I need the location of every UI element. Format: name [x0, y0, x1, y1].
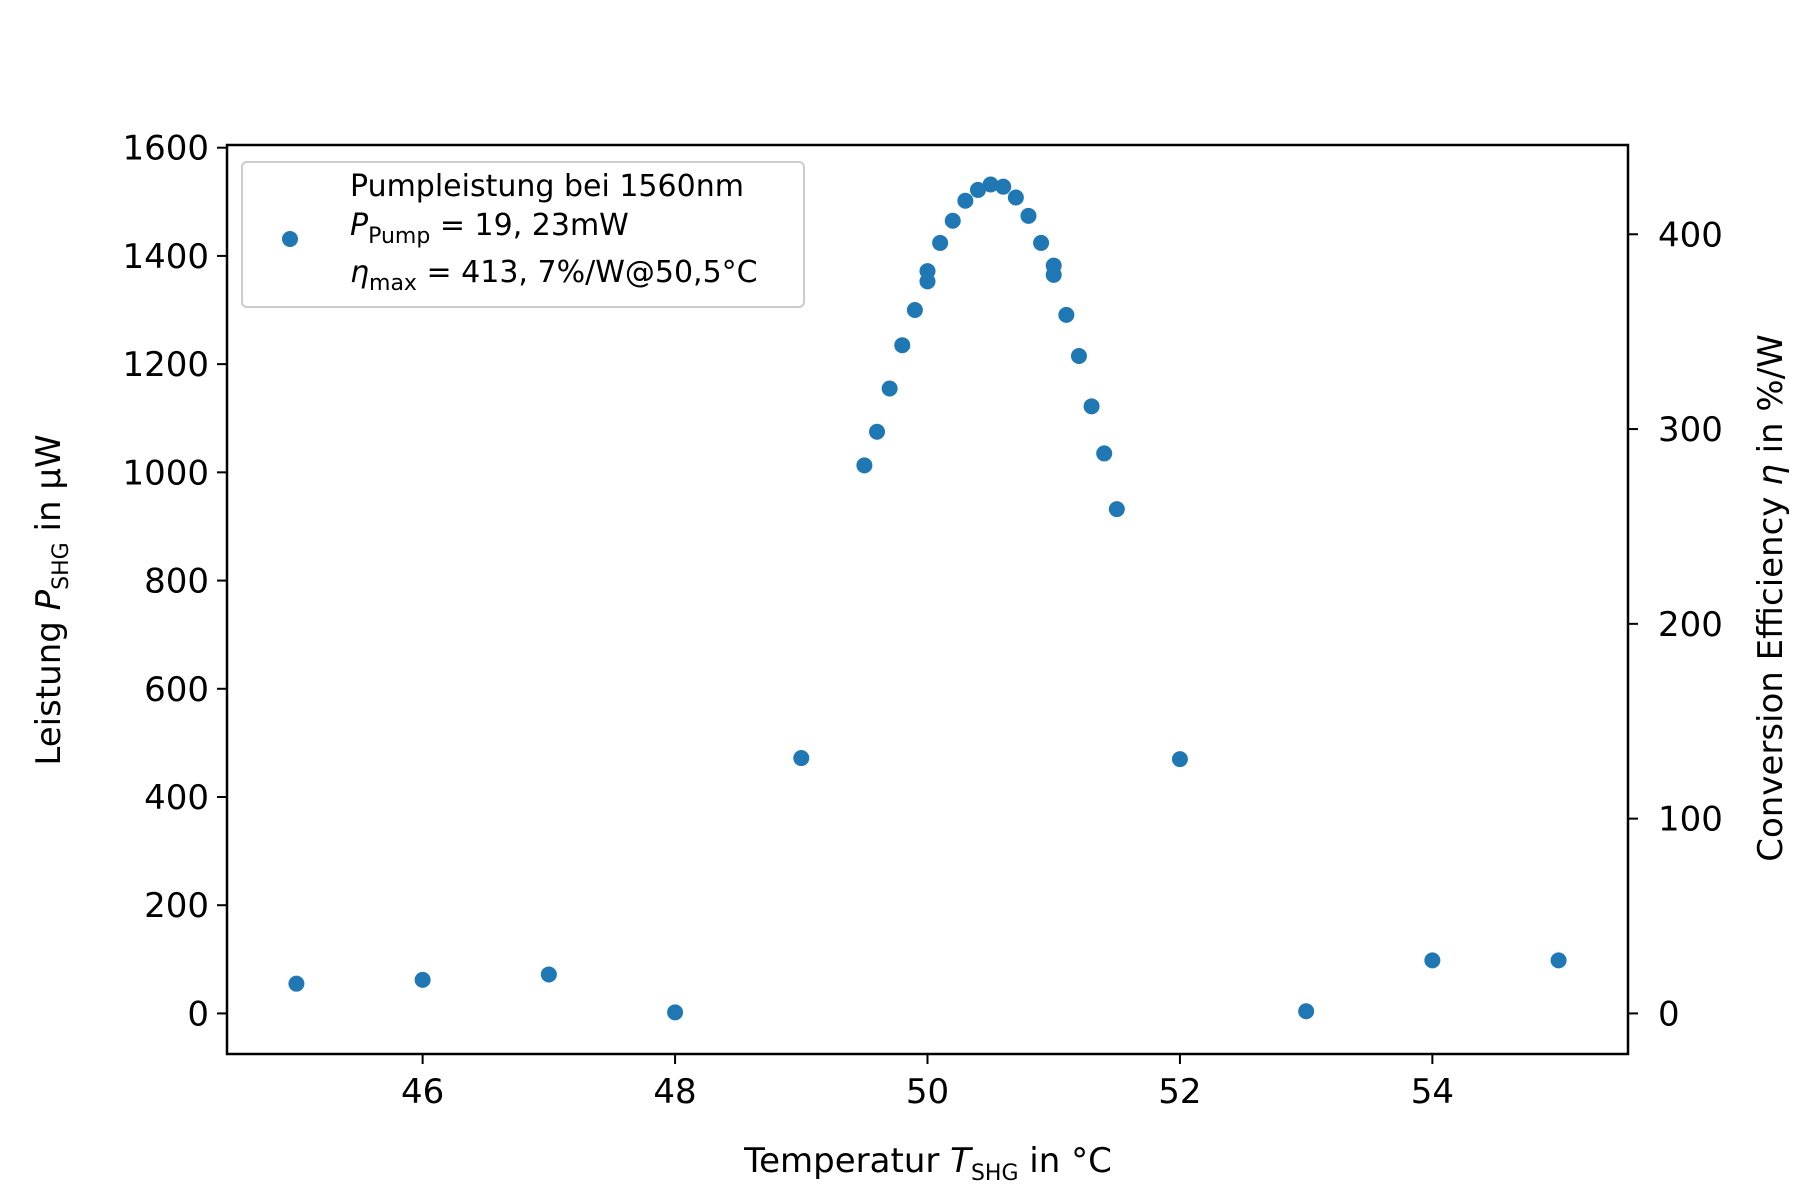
data-point [1070, 348, 1087, 365]
data-point [906, 302, 923, 319]
data-point [995, 178, 1012, 195]
data-point [1550, 952, 1567, 969]
y2-tick-label: 0 [1658, 994, 1680, 1034]
y-axis-label-left: Leistung PSHG in µW [29, 434, 74, 765]
x-tick-label: 46 [401, 1072, 444, 1112]
y-axis-right: 0 100 200 300 400 [1628, 215, 1723, 1034]
y2-tick-label: 300 [1658, 410, 1723, 450]
x-tick-label: 50 [906, 1072, 949, 1112]
data-point [1045, 266, 1062, 283]
y2-tick-label: 400 [1658, 215, 1723, 255]
data-point [1033, 234, 1050, 251]
data-point [288, 975, 305, 992]
y2-tick-label: 100 [1658, 800, 1723, 840]
legend: Pumpleistung bei 1560nm PPump = 19, 23mW… [241, 161, 805, 308]
legend-marker [282, 231, 298, 247]
data-point [1298, 1003, 1315, 1020]
data-points [288, 176, 1567, 1021]
y-tick-label: 1000 [122, 453, 209, 493]
data-point [944, 212, 961, 229]
data-point [894, 337, 911, 354]
data-point [1007, 189, 1024, 206]
x-tick-label: 48 [653, 1072, 696, 1112]
data-point [1424, 952, 1441, 969]
data-point [1171, 751, 1188, 768]
x-axis: 46 48 50 52 54 [401, 1054, 1454, 1112]
data-point [414, 971, 431, 988]
y-tick-label: 200 [144, 886, 209, 926]
data-point [1108, 501, 1125, 518]
y-tick-label: 0 [187, 994, 209, 1034]
y-tick-label: 1600 [122, 129, 209, 169]
data-point [1096, 445, 1113, 462]
y-axis-label-right: Conversion Efficiency η in %/W [1751, 334, 1791, 862]
x-tick-label: 52 [1158, 1072, 1201, 1112]
data-point [919, 263, 936, 280]
y-tick-label: 1400 [122, 237, 209, 277]
legend-line-3: ηmax = 413, 7%/W@50,5°C [350, 255, 758, 296]
legend-line-2: PPump = 19, 23mW [350, 208, 629, 249]
data-point [540, 966, 557, 983]
data-point [869, 423, 886, 440]
data-point [982, 176, 999, 193]
data-point [1058, 306, 1075, 323]
x-axis-label: Temperatur TSHG in °C [743, 1141, 1112, 1186]
legend-box [241, 161, 805, 308]
data-point [856, 457, 873, 474]
y-tick-label: 800 [144, 562, 209, 602]
y-tick-label: 1200 [122, 345, 209, 385]
data-point [881, 380, 898, 397]
data-point [793, 750, 810, 767]
data-point [957, 192, 974, 209]
data-point [969, 181, 986, 198]
legend-line-1: Pumpleistung bei 1560nm [350, 169, 744, 204]
data-point [1020, 207, 1037, 224]
data-point [1083, 398, 1100, 415]
y-axis-left: 0 200 400 600 800 1000 1200 1400 1600 [122, 129, 227, 1034]
y-tick-label: 400 [144, 778, 209, 818]
data-point [932, 234, 949, 251]
x-tick-label: 54 [1411, 1072, 1454, 1112]
y2-tick-label: 200 [1658, 605, 1723, 645]
y-tick-label: 600 [144, 670, 209, 710]
data-point [667, 1004, 684, 1021]
